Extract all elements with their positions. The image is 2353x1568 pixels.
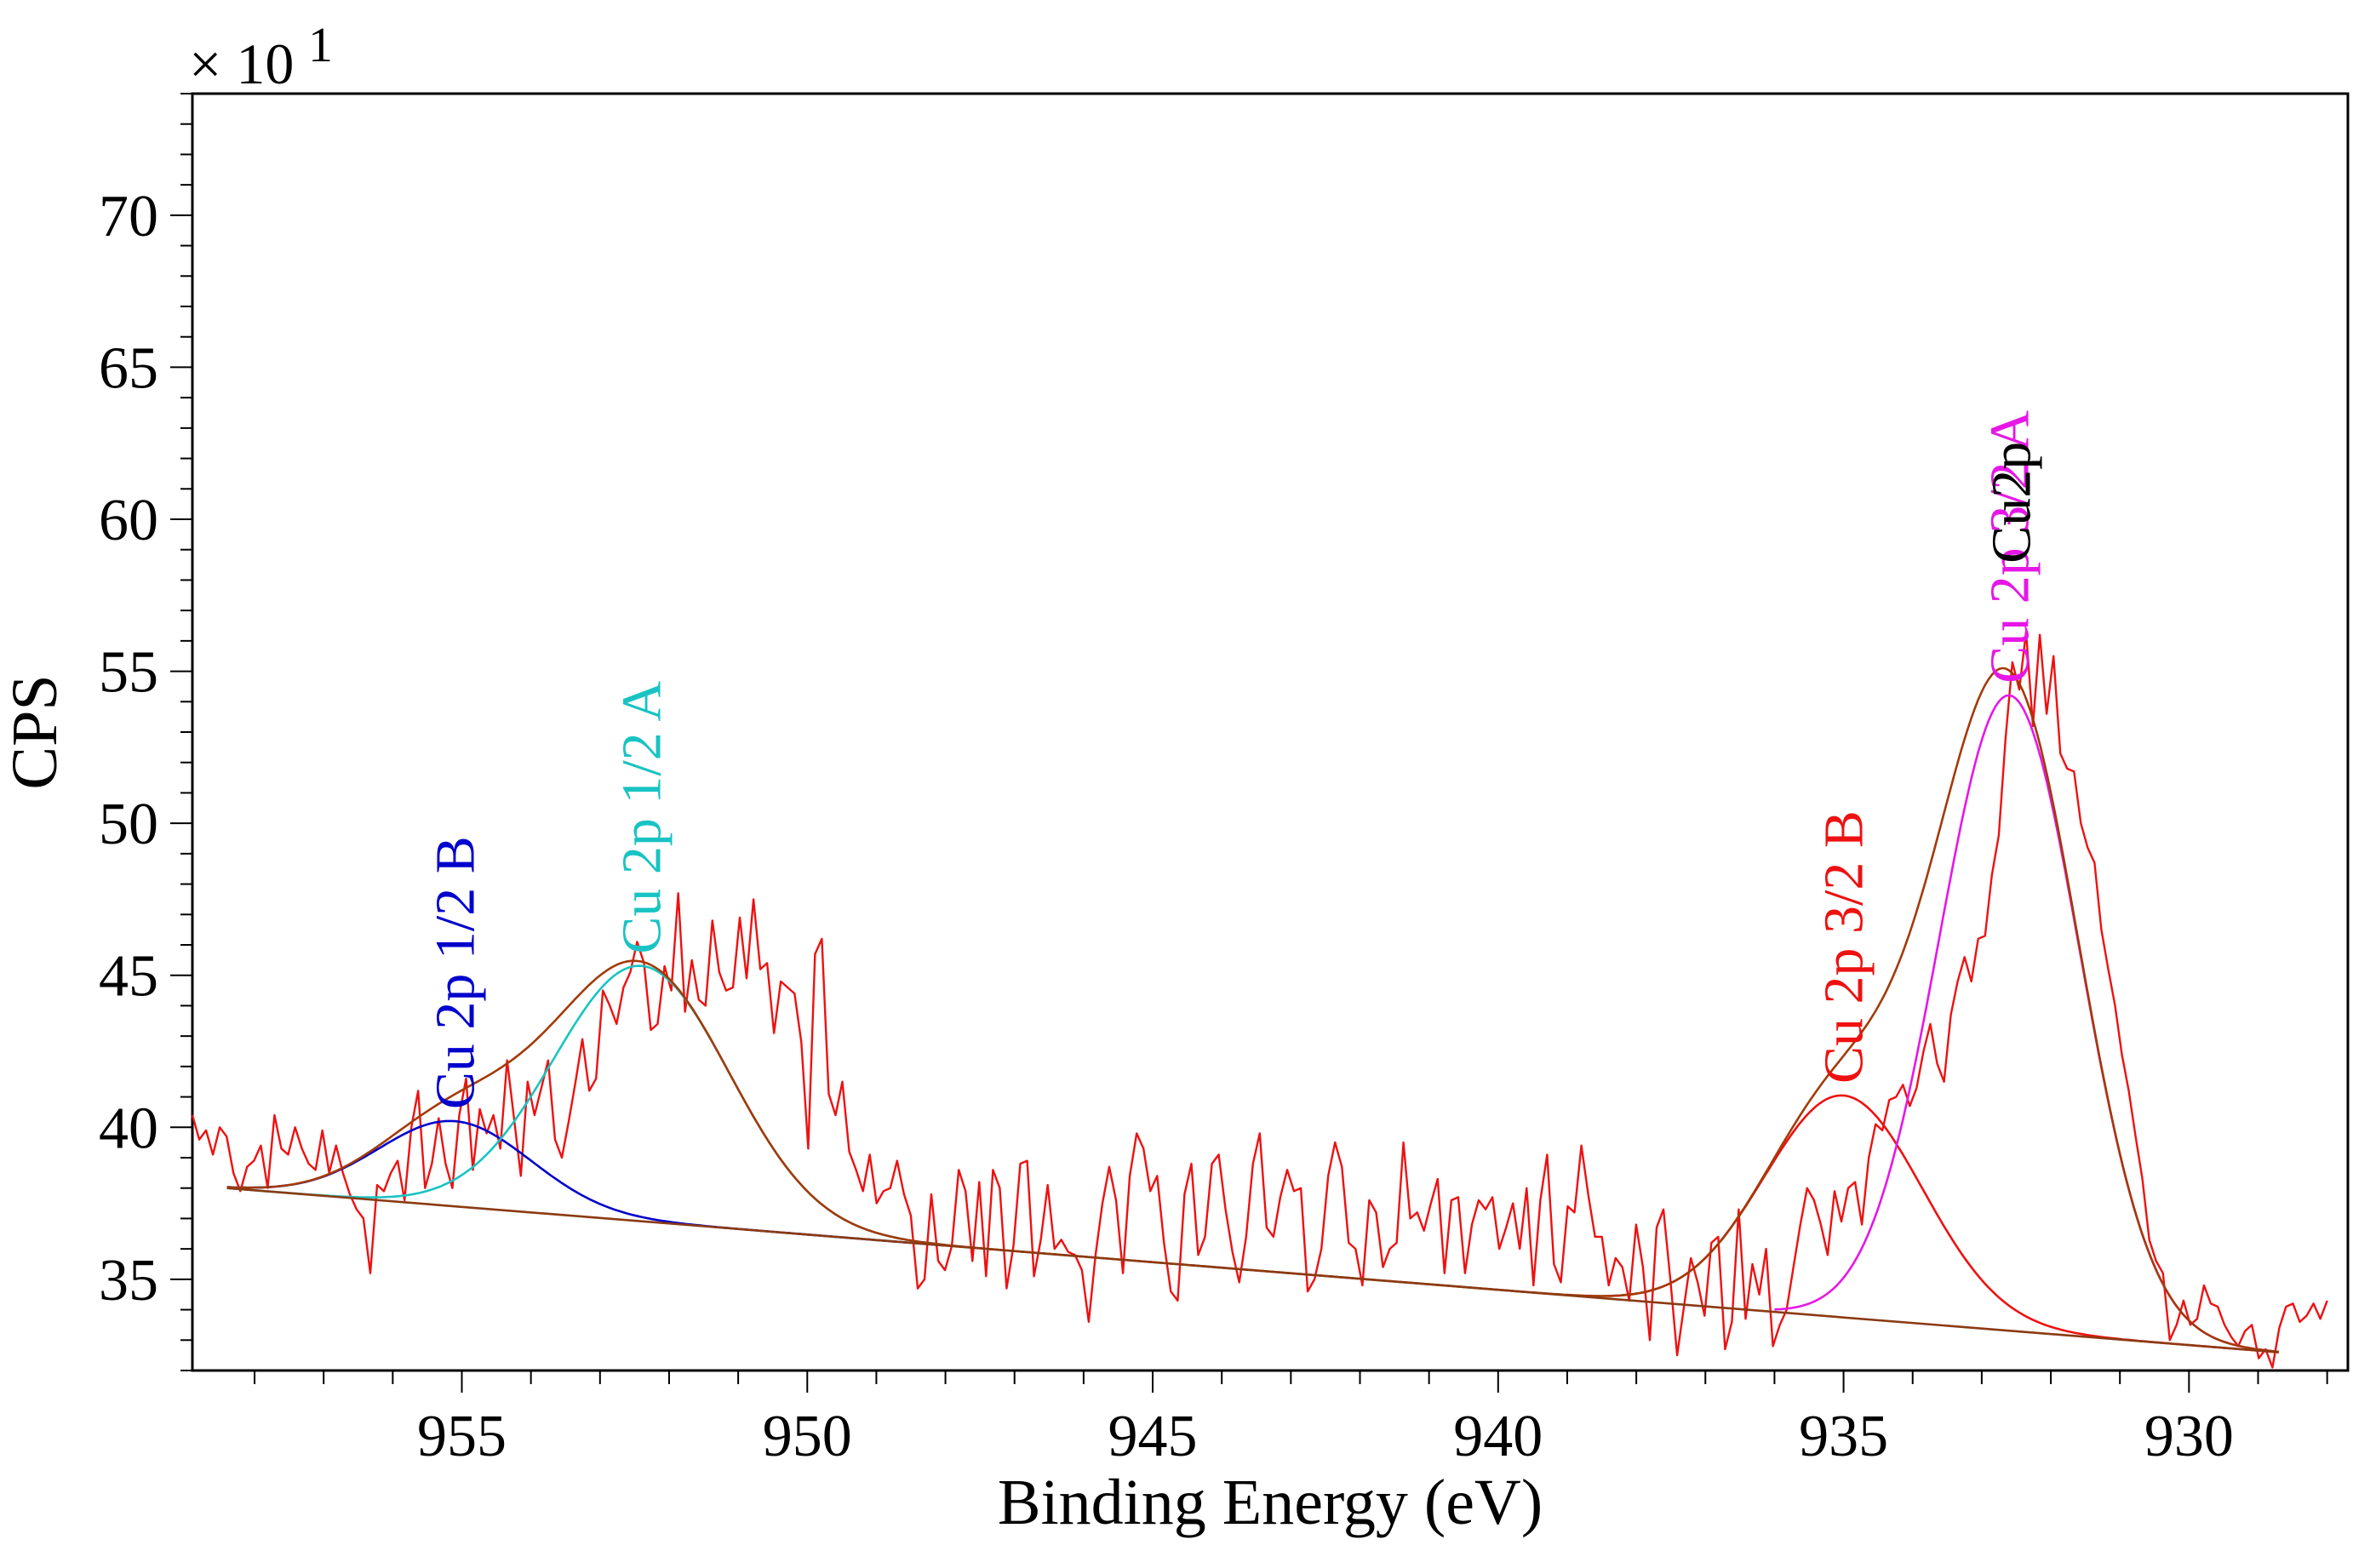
peak-label: Cu 2p 3/2 A — [1978, 410, 2041, 684]
peak-label: Cu 2p 3/2 B — [1813, 810, 1875, 1084]
y-tick-label: 50 — [99, 792, 158, 857]
overlay-peak-label: Cu2p — [1980, 442, 2042, 564]
x-tick-label: 945 — [1108, 1404, 1198, 1469]
x-axis-label: Binding Energy (eV) — [998, 1467, 1543, 1538]
background-line — [226, 1187, 2279, 1353]
y-scale-exponent: 1 — [308, 17, 333, 72]
y-tick-label: 45 — [99, 944, 158, 1010]
peak-labels: Cu 2p 1/2 B Cu 2p 1/2 A Cu 2p 3/2 B Cu 2p 3… — [424, 410, 2042, 1110]
y-tick-label: 55 — [99, 640, 158, 706]
x-tick-label: 935 — [1799, 1404, 1888, 1469]
x-tick-label: 955 — [417, 1404, 507, 1469]
y-tick-label: 35 — [99, 1248, 158, 1313]
peak-label: Cu 2p 1/2 B — [424, 836, 486, 1109]
y-tick-label: 60 — [99, 488, 158, 553]
y-tick-labels: 35 40 45 50 55 60 65 70 — [99, 184, 158, 1313]
axis-ticks — [170, 93, 2328, 1393]
x-tick-labels: 955 950 945 940 935 930 — [417, 1404, 2234, 1469]
y-tick-label: 70 — [99, 184, 158, 249]
x-tick-label: 940 — [1453, 1404, 1543, 1469]
peak-label: Cu 2p 1/2 A — [611, 680, 673, 953]
raw-data-line — [191, 630, 2328, 1369]
y-tick-label: 65 — [99, 335, 158, 401]
x-tick-label: 930 — [2144, 1404, 2234, 1469]
y-tick-label: 40 — [99, 1096, 158, 1161]
series-layer — [191, 630, 2328, 1369]
y-scale-multiplier: × 10 — [189, 31, 294, 96]
x-tick-label: 950 — [763, 1404, 852, 1469]
y-axis-label: CPS — [0, 674, 71, 789]
